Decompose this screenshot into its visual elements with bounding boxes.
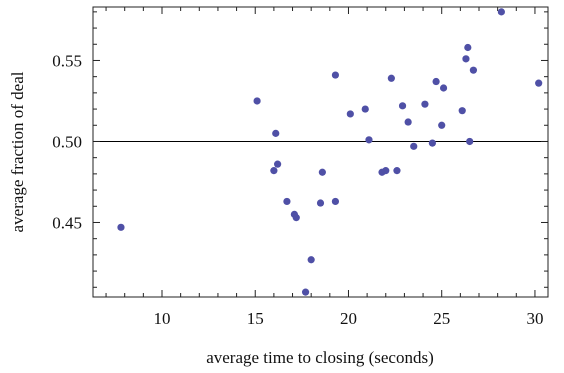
data-point xyxy=(410,142,418,150)
x-tick-label: 20 xyxy=(340,309,357,328)
data-point xyxy=(497,8,505,16)
data-point xyxy=(117,223,125,231)
data-point xyxy=(469,66,478,74)
data-point xyxy=(283,197,291,206)
data-point xyxy=(270,167,278,175)
y-tick-label: 0.45 xyxy=(52,213,82,232)
data-points xyxy=(117,8,543,296)
data-point xyxy=(404,118,412,126)
y-tick-label: 0.55 xyxy=(52,51,82,70)
data-point xyxy=(318,168,326,176)
data-point xyxy=(462,55,470,63)
data-point xyxy=(432,77,440,86)
data-point xyxy=(307,256,315,264)
y-axis-title: average fraction of deal xyxy=(8,71,27,232)
data-point xyxy=(466,137,474,146)
data-point xyxy=(331,197,340,206)
data-point xyxy=(253,97,261,105)
data-point xyxy=(292,214,300,222)
data-point xyxy=(421,100,429,108)
plot-frame xyxy=(92,6,549,298)
y-axis-ticks: 0.45 0.50 0.55 xyxy=(52,11,548,288)
y-tick-label: 0.50 xyxy=(52,132,82,151)
data-point xyxy=(365,136,373,144)
data-point xyxy=(272,129,280,137)
data-point xyxy=(398,102,407,110)
data-point xyxy=(331,71,340,79)
data-point xyxy=(439,84,448,92)
x-axis-ticks: 10 15 20 25 30 xyxy=(105,7,543,328)
data-point xyxy=(464,43,472,52)
data-point xyxy=(301,288,310,296)
data-point xyxy=(274,160,282,168)
x-tick-label: 25 xyxy=(433,309,450,328)
data-point xyxy=(428,139,436,147)
data-point xyxy=(393,167,401,175)
x-tick-label: 30 xyxy=(526,309,543,328)
data-point xyxy=(458,107,466,115)
data-point xyxy=(346,110,354,118)
data-point xyxy=(316,199,325,207)
x-tick-label: 15 xyxy=(247,309,264,328)
data-point xyxy=(535,79,543,87)
data-point xyxy=(382,167,390,175)
data-point xyxy=(438,121,446,129)
x-tick-label: 10 xyxy=(153,309,170,328)
x-axis-title: average time to closing (seconds) xyxy=(206,348,434,367)
data-point xyxy=(361,105,369,113)
data-point xyxy=(387,74,395,82)
